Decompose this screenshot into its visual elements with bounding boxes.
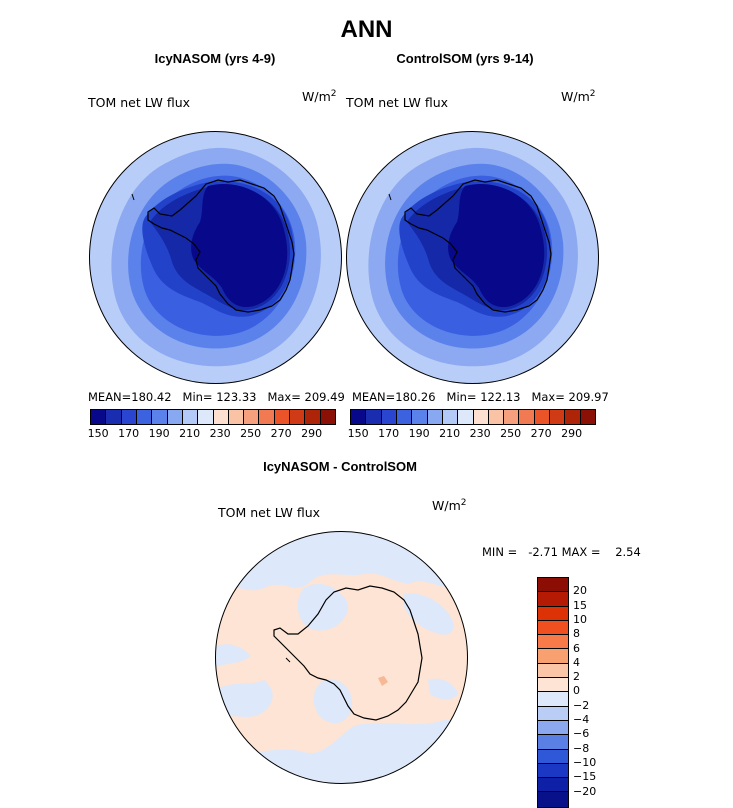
colorbar-swatch [538, 721, 568, 735]
stats-left: MEAN=180.42 Min= 123.33 Max= 209.49 [88, 390, 345, 404]
colorbar-tick-label: 230 [470, 427, 491, 440]
colorbar-tick-label: −15 [573, 770, 596, 783]
colorbar-tick-label: 8 [573, 627, 580, 640]
colorbar-swatch [474, 410, 489, 424]
colorbar-swatch [122, 410, 137, 424]
colorbar-tick-label: −4 [573, 713, 589, 726]
colorbar-swatch [550, 410, 565, 424]
colorbar-tick-label: 6 [573, 642, 580, 655]
colorbar-swatch [183, 410, 198, 424]
colorbar-swatch [305, 410, 320, 424]
colorbar-tick-label: 170 [118, 427, 139, 440]
diff-variable-label: TOM net LW flux [218, 505, 320, 520]
colorbar-tick-label: 150 [348, 427, 369, 440]
colorbar-swatch [538, 778, 568, 792]
polar-map-icynasom [88, 130, 344, 386]
colorbar-swatch [275, 410, 290, 424]
colorbar-tick-label: 290 [561, 427, 582, 440]
diff-minmax: MIN = -2.71 MAX = 2.54 [482, 545, 641, 559]
variable-label-left: TOM net LW flux [88, 95, 190, 110]
colorbar-tick-label: 290 [301, 427, 322, 440]
variable-label-right: TOM net LW flux [346, 95, 448, 110]
colorbar-swatch [137, 410, 152, 424]
colorbar-tick-label: −8 [573, 742, 589, 755]
colorbar-swatch [538, 592, 568, 606]
colorbar-tick-label: 250 [500, 427, 521, 440]
colorbar-tick-label: 190 [409, 427, 430, 440]
colorbar-swatch [259, 410, 274, 424]
colorbar-tick-label: 0 [573, 684, 580, 697]
colorbar-tick-label: 10 [573, 613, 587, 626]
colorbar-tick-label: 210 [439, 427, 460, 440]
colorbar-swatch [397, 410, 412, 424]
colorbar-swatch [321, 410, 335, 424]
colorbar-swatch [168, 410, 183, 424]
colorbar-tick-label: 20 [573, 584, 587, 597]
colorbar-swatch [214, 410, 229, 424]
diff-panel-title: IcyNASOM - ControlSOM [190, 459, 490, 474]
colorbar-difference [537, 577, 569, 808]
diff-units-label: W/m2 [432, 498, 466, 513]
colorbar-swatch [538, 692, 568, 706]
colorbar-swatch [198, 410, 213, 424]
colorbar-tick-label: 4 [573, 656, 580, 669]
colorbar-tick-label: 230 [210, 427, 231, 440]
colorbar-swatch [382, 410, 397, 424]
colorbar-tick-label: 15 [573, 599, 587, 612]
colorbar-swatch [538, 792, 568, 806]
colorbar-swatch [538, 750, 568, 764]
colorbar-swatch [538, 735, 568, 749]
colorbar-tick-label: −6 [573, 727, 589, 740]
colorbar-swatch [519, 410, 534, 424]
colorbar-tick-label: 190 [149, 427, 170, 440]
colorbar-swatch [535, 410, 550, 424]
colorbar-left [90, 409, 336, 425]
colorbar-swatch [489, 410, 504, 424]
colorbar-swatch [229, 410, 244, 424]
colorbar-tick-label: −20 [573, 785, 596, 798]
colorbar-swatch [91, 410, 106, 424]
colorbar-swatch [152, 410, 167, 424]
colorbar-swatch [538, 764, 568, 778]
colorbar-swatch [538, 607, 568, 621]
colorbar-swatch [538, 578, 568, 592]
colorbar-swatch [428, 410, 443, 424]
colorbar-tick-label: 210 [179, 427, 200, 440]
colorbar-swatch [351, 410, 366, 424]
colorbar-swatch [458, 410, 473, 424]
units-label-left: W/m2 [302, 89, 336, 104]
colorbar-left-ticks: 150 170 190 210 230 250 270 290 [90, 427, 334, 441]
colorbar-tick-label: 270 [271, 427, 292, 440]
colorbar-swatch [538, 664, 568, 678]
colorbar-right-ticks: 150 170 190 210 230 250 270 290 [350, 427, 594, 441]
polar-map-difference [214, 530, 470, 786]
colorbar-swatch [538, 707, 568, 721]
figure-title: ANN [0, 16, 733, 44]
stats-right: MEAN=180.26 Min= 122.13 Max= 209.97 [352, 390, 609, 404]
colorbar-swatch [366, 410, 381, 424]
colorbar-swatch [244, 410, 259, 424]
colorbar-tick-label: 270 [531, 427, 552, 440]
panel-title-controlsom: ControlSOM (yrs 9-14) [315, 51, 615, 66]
colorbar-right [350, 409, 596, 425]
colorbar-swatch [504, 410, 519, 424]
colorbar-swatch [443, 410, 458, 424]
colorbar-swatch [538, 635, 568, 649]
colorbar-swatch [106, 410, 121, 424]
colorbar-tick-label: 2 [573, 670, 580, 683]
colorbar-tick-label: 250 [240, 427, 261, 440]
colorbar-swatch [565, 410, 580, 424]
polar-map-controlsom [345, 130, 601, 386]
units-label-right: W/m2 [561, 89, 595, 104]
colorbar-tick-label: −10 [573, 756, 596, 769]
colorbar-tick-label: 150 [88, 427, 109, 440]
colorbar-swatch [538, 621, 568, 635]
colorbar-swatch [538, 678, 568, 692]
colorbar-tick-label: −2 [573, 699, 589, 712]
colorbar-swatch [412, 410, 427, 424]
colorbar-swatch [581, 410, 595, 424]
colorbar-swatch [538, 649, 568, 663]
colorbar-tick-label: 170 [378, 427, 399, 440]
colorbar-swatch [290, 410, 305, 424]
